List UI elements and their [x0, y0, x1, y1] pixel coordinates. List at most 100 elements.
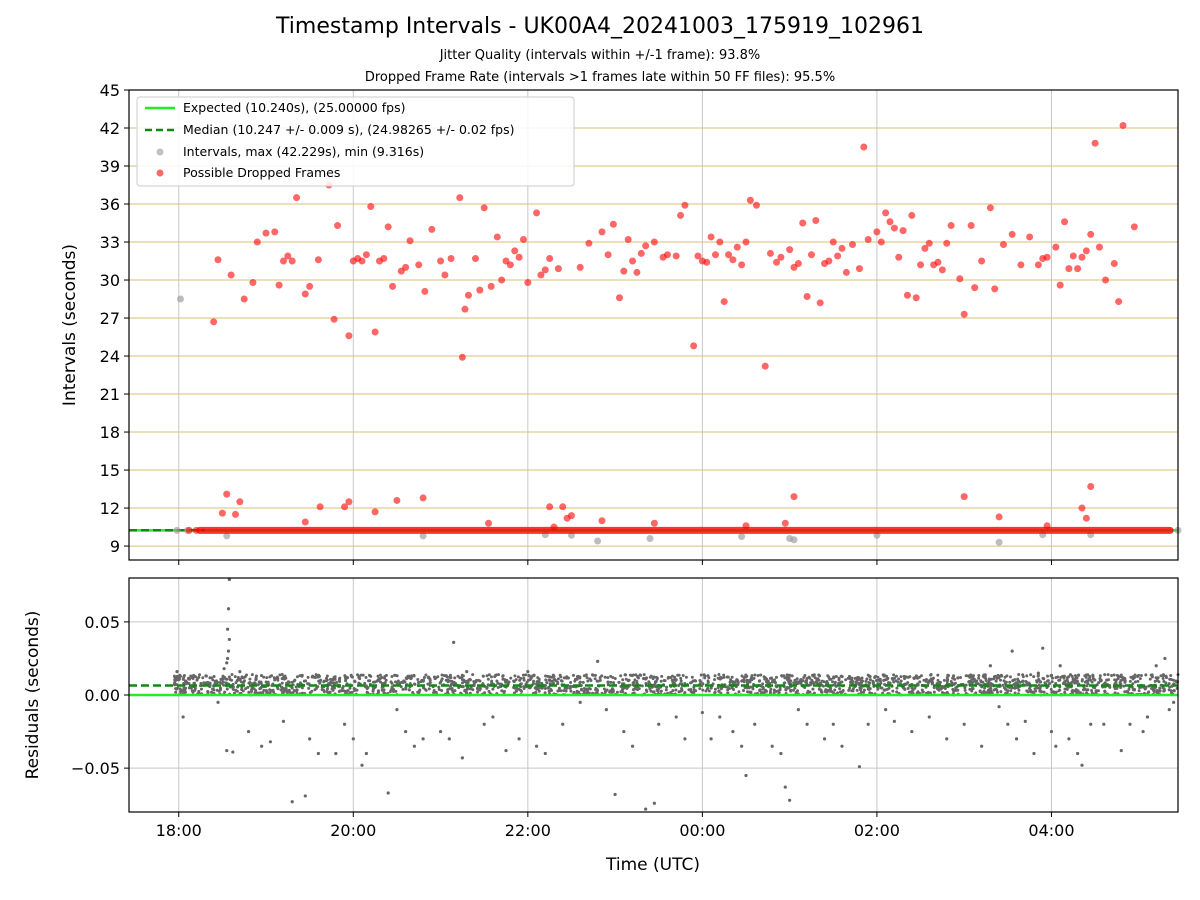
residual-point — [1034, 689, 1038, 693]
residual-point — [840, 675, 844, 679]
residual-point — [452, 680, 456, 684]
residual-point — [784, 687, 788, 691]
residual-point — [606, 683, 610, 687]
residual-point — [891, 689, 895, 693]
residual-point — [1139, 674, 1143, 678]
residual-point — [903, 677, 907, 681]
dropped-frame-point — [598, 228, 606, 236]
dropped-frame-rate-subtitle: Dropped Frame Rate (intervals >1 frames … — [364, 70, 836, 85]
residual-point — [416, 678, 420, 682]
residual-point — [1161, 677, 1165, 681]
residuals-dense-band — [172, 673, 1180, 697]
residual-point — [382, 688, 386, 692]
residual-point — [376, 674, 380, 678]
residual-point — [602, 687, 606, 691]
dropped-frame-point — [546, 503, 554, 511]
residual-point — [986, 681, 990, 685]
residual-point — [613, 792, 617, 797]
residual-point — [564, 686, 568, 690]
residual-point — [331, 688, 335, 692]
residual-point — [338, 677, 342, 681]
dropped-frame-point — [838, 244, 846, 252]
dropped-frames-baseline-band — [196, 526, 1174, 534]
residual-point — [434, 676, 438, 680]
residual-point — [698, 679, 702, 683]
residual-point — [850, 689, 854, 693]
residual-point — [774, 675, 778, 679]
residual-point — [892, 719, 896, 723]
residual-point — [300, 673, 304, 677]
residual-point — [935, 686, 939, 690]
dropped-frame-point — [650, 238, 658, 246]
residuals-x-axis-label: Time (UTC) — [605, 855, 700, 875]
residual-point — [928, 691, 932, 695]
residual-point — [388, 690, 392, 694]
residual-point — [1062, 681, 1066, 685]
residual-point — [568, 686, 572, 690]
dropped-frame-point — [389, 282, 397, 290]
residual-point — [1155, 678, 1159, 682]
residual-point — [741, 689, 745, 693]
residual-point — [796, 708, 800, 712]
residual-point — [743, 675, 747, 679]
residual-point — [894, 679, 898, 683]
residual-point — [635, 681, 639, 685]
dropped-frame-point — [437, 257, 445, 265]
intervals-y-tick-label: 45 — [100, 81, 120, 100]
residual-point — [810, 673, 814, 677]
residual-point — [770, 676, 774, 680]
residual-point — [392, 688, 396, 692]
residual-point — [290, 800, 294, 804]
residual-point — [1008, 675, 1012, 679]
residual-point — [997, 705, 1001, 709]
residual-point — [204, 674, 208, 678]
residual-point — [1073, 681, 1077, 685]
residual-point — [860, 676, 864, 680]
intervals-y-tick-label: 39 — [100, 157, 120, 176]
dropped-frame-point — [1026, 233, 1034, 241]
residual-point — [334, 751, 338, 756]
residual-point — [202, 681, 206, 685]
residual-point — [1046, 674, 1050, 678]
residual-point — [434, 690, 438, 694]
residual-point — [836, 691, 840, 695]
residual-point — [745, 679, 749, 683]
dropped-frame-point — [934, 258, 942, 266]
dropped-frame-point — [314, 256, 322, 264]
residual-point — [215, 681, 219, 685]
residual-point — [1049, 687, 1053, 691]
residual-point — [582, 674, 586, 678]
residual-point — [543, 691, 547, 695]
dropped-frame-point — [742, 522, 750, 530]
residual-point — [198, 673, 202, 677]
residual-point — [316, 675, 320, 679]
dropped-frame-point — [306, 282, 314, 290]
residual-point — [892, 680, 896, 684]
residual-point — [1006, 689, 1010, 693]
residual-point — [1043, 681, 1047, 685]
residual-point — [827, 675, 831, 679]
dropped-frame-point — [316, 503, 324, 511]
residual-point — [1086, 688, 1090, 692]
residual-point — [648, 687, 652, 691]
residual-point — [980, 744, 984, 748]
residual-point — [383, 674, 387, 678]
residual-point — [1054, 744, 1058, 748]
residual-point — [545, 681, 549, 685]
residual-point — [453, 676, 457, 680]
dropped-frame-point — [576, 263, 584, 271]
residual-point — [395, 674, 399, 678]
dropped-frame-point — [1119, 121, 1127, 129]
dropped-frame-point — [421, 287, 429, 295]
residual-point — [231, 687, 235, 691]
residual-point — [595, 688, 599, 692]
residual-point — [1141, 729, 1145, 734]
residual-point — [988, 664, 992, 668]
residual-point — [1083, 680, 1087, 684]
dropped-frame-point — [991, 285, 999, 293]
residual-point — [417, 680, 421, 684]
residual-point — [744, 773, 748, 778]
dropped-frame-point — [604, 251, 612, 259]
residual-point — [313, 688, 317, 692]
residual-point — [1057, 689, 1061, 693]
